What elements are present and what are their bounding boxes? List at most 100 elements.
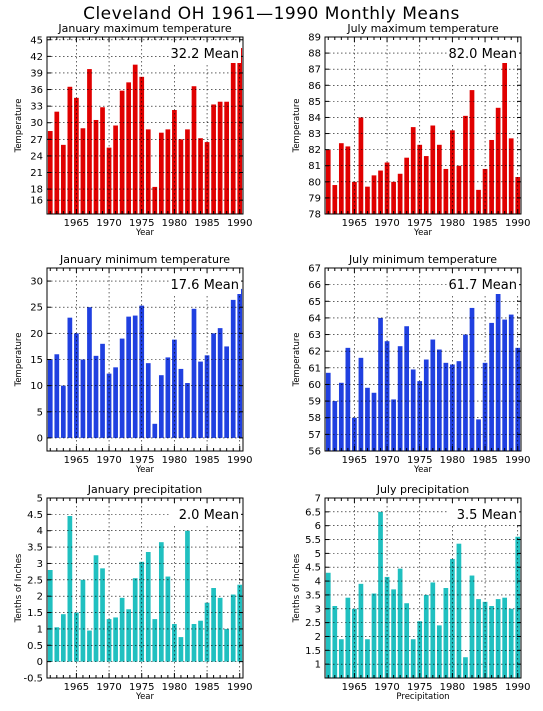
bar-1985	[482, 168, 488, 214]
bar-1981	[456, 361, 462, 451]
bar-1976	[423, 359, 429, 451]
bar-1968	[93, 555, 99, 662]
x-axis-label: Year	[413, 465, 433, 475]
bar-1987	[495, 107, 501, 214]
bar-1964	[67, 317, 73, 438]
y-tick-label: 58	[308, 413, 321, 424]
y-tick-label: 78	[308, 210, 321, 221]
mean-label: 82.0 Mean	[449, 47, 518, 62]
bar-1983	[191, 86, 197, 214]
mean-label-bg	[169, 275, 241, 294]
bar-1972	[119, 90, 125, 214]
chart-panel-2: 78 79 80 81 82 83 84 85 86 87 88 89 1965 1970 1975 1980…	[292, 22, 530, 238]
y-tick-label: 0	[37, 657, 43, 668]
y-tick-label: 10	[30, 381, 43, 392]
bar-1969	[378, 317, 383, 451]
bar-1977	[430, 582, 436, 678]
bar-1978	[436, 144, 442, 214]
y-tick-label: 89	[308, 33, 321, 44]
bar-1973	[126, 609, 132, 662]
bar-1986	[489, 139, 494, 214]
y-tick-label: 65	[308, 297, 321, 308]
x-tick-label: 1965	[64, 455, 89, 466]
bar-1986	[211, 104, 216, 214]
y-tick-label: 86	[308, 81, 321, 92]
bar-1982	[185, 383, 190, 438]
bar-1976	[423, 156, 429, 214]
y-tick-label: 1	[37, 624, 43, 635]
bar-1976	[145, 552, 151, 662]
y-tick-label: 59	[308, 397, 321, 408]
bar-1967	[365, 186, 370, 214]
y-tick-label: 6	[315, 521, 321, 532]
bar-1961	[47, 359, 53, 438]
bar-1973	[126, 82, 132, 214]
x-tick-label: 1975	[129, 455, 154, 466]
bar-1974	[410, 369, 416, 451]
x-tick-label: 1980	[162, 455, 187, 466]
plot-frame	[46, 36, 244, 215]
bar-1979	[165, 129, 171, 214]
y-tick-label: 16	[30, 196, 43, 207]
panel-title: July minimum temperature	[348, 253, 497, 266]
mean-label: 2.0 Mean	[179, 508, 239, 523]
bar-1980	[450, 130, 455, 214]
bar-1988	[224, 346, 230, 438]
panel-title: January maximum temperature	[57, 22, 231, 35]
bar-1976	[145, 129, 151, 214]
bar-1979	[165, 357, 171, 438]
bar-1969	[100, 343, 105, 438]
page-title: Cleveland OH 1961—1990 Monthly Means	[83, 4, 460, 24]
bar-1970	[106, 619, 112, 662]
x-tick-label: 1990	[227, 682, 252, 693]
y-tick-label: 5.5	[305, 535, 321, 546]
bar-1983	[191, 624, 197, 662]
bar-1989	[230, 48, 236, 215]
bar-1970	[106, 373, 112, 438]
bar-1967	[87, 307, 92, 438]
y-tick-label: 83	[308, 129, 321, 140]
bar-1963	[338, 382, 344, 451]
x-tick-label: 1975	[407, 682, 432, 693]
bar-1962	[332, 401, 338, 451]
x-tick-label: 1965	[64, 218, 89, 229]
bar-1966	[358, 117, 364, 214]
y-tick-label: 81	[308, 161, 321, 172]
bar-1982	[185, 129, 190, 214]
bar-1984	[198, 138, 203, 214]
bar-1973	[404, 157, 410, 214]
bar-1981	[178, 139, 184, 214]
bar-1962	[54, 354, 60, 438]
x-axis-label: Precipitation	[396, 692, 449, 702]
x-tick-label: 1985	[194, 218, 219, 229]
plot-frame	[324, 267, 522, 452]
bar-1989	[508, 314, 514, 451]
y-tick-label: 27	[30, 135, 43, 146]
bar-1973	[404, 603, 410, 678]
y-tick-label: -0.5	[23, 674, 43, 685]
x-axis-label: Year	[135, 228, 155, 238]
bar-1962	[54, 111, 60, 214]
mean-label: 32.2 Mean	[171, 47, 240, 62]
bar-1988	[224, 101, 230, 214]
plot-frame	[324, 497, 522, 679]
bar-1977	[430, 125, 436, 214]
y-tick-label: 61	[308, 363, 321, 374]
y-axis-label: Temperature	[292, 99, 302, 154]
bar-1977	[152, 186, 158, 214]
y-tick-label: 67	[308, 264, 321, 275]
y-axis-label: Tenths of Inches	[292, 553, 302, 623]
x-tick-label: 1975	[407, 218, 432, 229]
bar-1986	[489, 606, 494, 678]
bar-1979	[443, 588, 449, 678]
bar-1961	[325, 572, 331, 678]
bar-1979	[165, 576, 171, 662]
bar-1971	[391, 589, 396, 678]
bar-1968	[93, 119, 99, 214]
bar-1961	[47, 570, 53, 662]
y-tick-label: 6.5	[305, 507, 321, 518]
bar-1974	[132, 578, 138, 662]
bar-1972	[397, 173, 403, 214]
